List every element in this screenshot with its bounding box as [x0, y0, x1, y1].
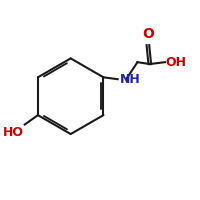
Text: O: O — [142, 27, 154, 41]
Text: NH: NH — [120, 73, 140, 86]
Text: OH: OH — [166, 56, 187, 69]
Text: HO: HO — [3, 126, 24, 139]
